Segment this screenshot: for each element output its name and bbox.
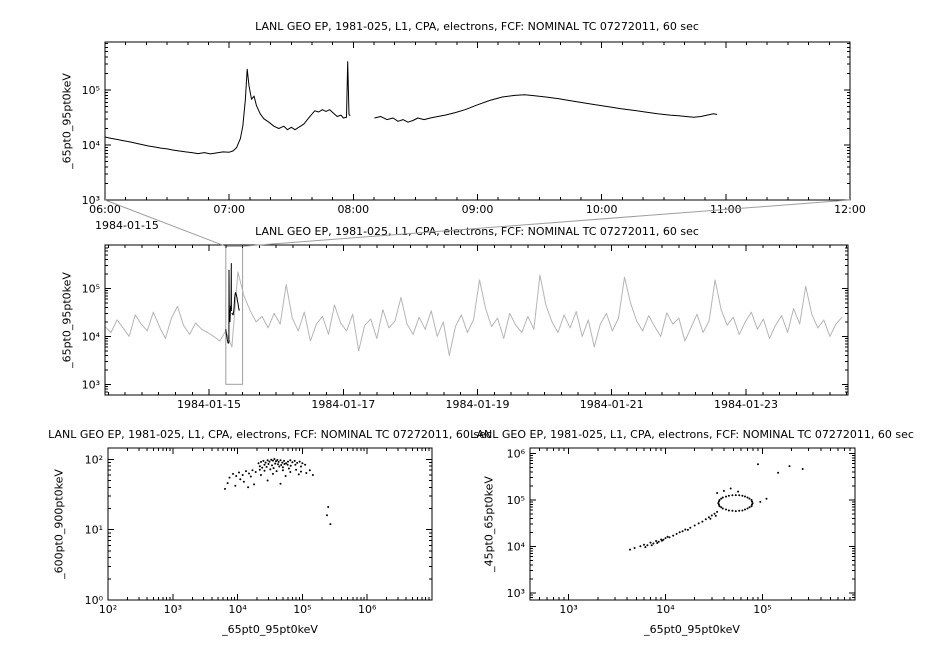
series-layer (224, 458, 332, 526)
svg-text:10⁵: 10⁵ (293, 603, 311, 616)
svg-text:10³: 10³ (82, 194, 100, 207)
svg-text:10⁴: 10⁴ (82, 330, 101, 343)
svg-text:10⁶: 10⁶ (358, 603, 377, 616)
plot-frame (107, 447, 433, 601)
svg-text:10⁰: 10⁰ (85, 594, 104, 607)
scatter-plot-right[interactable]: 10³ 10⁴ 10⁵ 10³ 10⁴ 10⁵ 10⁶ (463, 440, 926, 640)
plot-frame (104, 41, 851, 201)
overview-timeseries-plot[interactable]: 1984-01-15 1984-01-17 1984-01-19 1984-01-21… (0, 238, 926, 423)
svg-text:10⁶: 10⁶ (507, 447, 526, 460)
axis-ticks (530, 448, 855, 600)
svg-text:10²: 10² (85, 453, 103, 466)
svg-text:1984-01-23: 1984-01-23 (714, 398, 778, 411)
series-electron-flux-selected (225, 263, 232, 344)
axis-ticks (107, 448, 432, 601)
svg-text:10⁴: 10⁴ (507, 540, 526, 553)
svg-text:08:00: 08:00 (337, 203, 369, 216)
x-axis-label-scatter-left: _65pt0_95pt0keV (222, 623, 318, 636)
svg-text:1984-01-21: 1984-01-21 (580, 398, 644, 411)
series-electron-flux-zoom (374, 94, 718, 123)
axis-ticks (104, 42, 851, 201)
series-electron-flux-zoom (104, 61, 351, 155)
series-flux-correlation-45-65 (629, 463, 804, 551)
tick-labels: 10³ 10⁴ 10⁵ 10³ 10⁴ 10⁵ 10⁶ (507, 447, 772, 616)
series-electron-flux-selected (231, 292, 240, 316)
svg-text:11:00: 11:00 (710, 203, 742, 216)
series-layer (104, 263, 843, 356)
svg-text:10⁴: 10⁴ (82, 139, 101, 152)
svg-text:10¹: 10¹ (85, 524, 103, 537)
svg-text:10³: 10³ (559, 603, 577, 616)
chart-title-zoom-timeseries: LANL GEO EP, 1981-025, L1, CPA, electron… (255, 20, 699, 33)
axis-ticks (105, 245, 848, 395)
svg-text:07:00: 07:00 (213, 203, 245, 216)
svg-text:1984-01-15: 1984-01-15 (177, 398, 241, 411)
svg-text:10⁵: 10⁵ (82, 84, 100, 97)
svg-text:10³: 10³ (507, 587, 525, 600)
svg-text:10⁴: 10⁴ (656, 603, 675, 616)
svg-text:10²: 10² (99, 603, 117, 616)
plot-frame (529, 447, 856, 601)
series-layer (629, 463, 804, 551)
series-flux-correlation-600-900 (224, 458, 332, 526)
svg-text:12:00: 12:00 (834, 203, 866, 216)
svg-text:10³: 10³ (164, 603, 182, 616)
tick-labels: 1984-01-15 1984-01-17 1984-01-19 1984-01-21… (82, 282, 778, 411)
chart-title-scatter-right: LANL GEO EP, 1981-025, L1, CPA, electron… (470, 428, 914, 441)
chart-title-scatter-left: LANL GEO EP, 1981-025, L1, CPA, electron… (48, 428, 492, 441)
svg-text:10³: 10³ (82, 378, 100, 391)
series-electron-flux-overview (104, 271, 843, 356)
svg-text:1984-01-17: 1984-01-17 (311, 398, 375, 411)
x-axis-label-scatter-right: _65pt0_95pt0keV (644, 623, 740, 636)
zoom-region-box (225, 245, 244, 385)
svg-text:10⁴: 10⁴ (228, 603, 247, 616)
svg-text:10:00: 10:00 (586, 203, 618, 216)
plot-frame (104, 244, 849, 396)
scatter-plot-left[interactable]: 10² 10³ 10⁴ 10⁵ 10⁶ 10⁰ 10¹ 10² (0, 440, 463, 640)
tick-labels: 10² 10³ 10⁴ 10⁵ 10⁶ 10⁰ 10¹ 10² (85, 453, 377, 616)
svg-text:09:00: 09:00 (462, 203, 494, 216)
svg-text:10⁵: 10⁵ (753, 603, 771, 616)
tick-labels: 06:00 07:00 08:00 09:00 10:00 11:00 12:0010³10… (82, 84, 866, 216)
series-layer (104, 61, 718, 155)
svg-text:10⁵: 10⁵ (507, 494, 525, 507)
zoom-timeseries-plot[interactable]: 06:00 07:00 08:00 09:00 10:00 11:00 12:0010³10… (0, 30, 926, 230)
svg-text:10⁵: 10⁵ (82, 282, 100, 295)
svg-text:1984-01-19: 1984-01-19 (446, 398, 510, 411)
